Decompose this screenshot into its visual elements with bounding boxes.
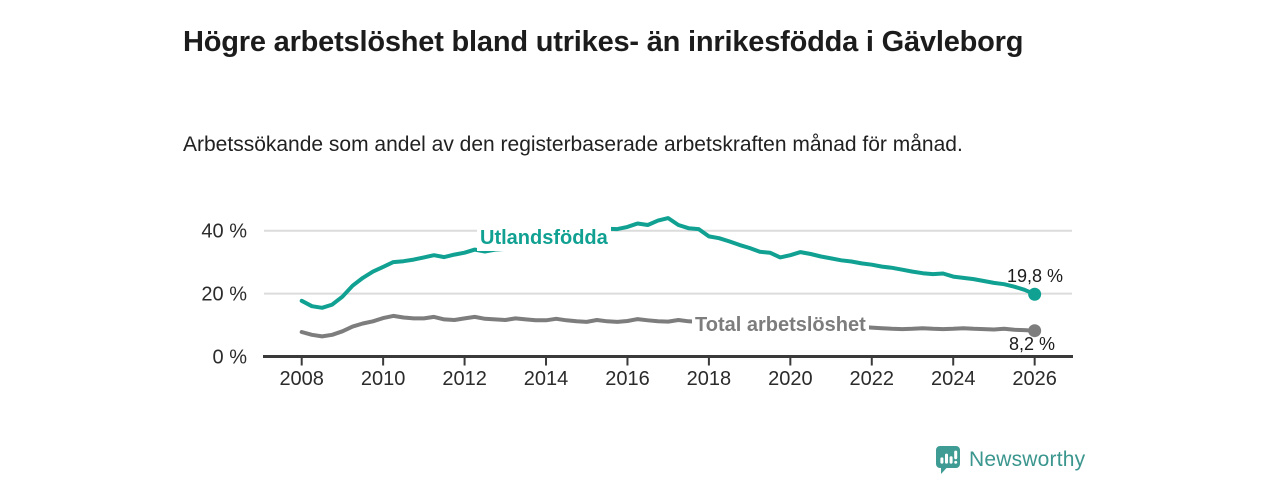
series-end-dot-1: [1028, 324, 1042, 338]
x-tick-label: 2012: [442, 368, 487, 390]
y-tick-label: 0 %: [213, 347, 248, 369]
x-tick-label: 2020: [768, 368, 813, 390]
x-tick-label: 2016: [605, 368, 650, 390]
x-tick-label: 2010: [361, 368, 406, 390]
y-tick-label: 40 %: [201, 221, 247, 243]
x-tick-label: 2024: [931, 368, 976, 390]
newsworthy-brand-link[interactable]: Newsworthy: [936, 446, 1085, 474]
series-line-0: [299, 216, 1037, 310]
chart-subtitle: Arbetssökande som andel av den registerb…: [183, 133, 963, 156]
series-end-dot-0: [1028, 287, 1042, 301]
series-line-1: [299, 313, 1037, 339]
x-tick-label: 2026: [1012, 368, 1057, 390]
x-tick-label: 2022: [850, 368, 895, 390]
x-tick-label: 2018: [687, 368, 732, 390]
end-value-label-total: 8,2 %: [1009, 334, 1056, 354]
brand-name: Newsworthy: [969, 448, 1086, 471]
end-value-label-utlandsfodda: 19,8 %: [1007, 266, 1064, 286]
x-tick-label: 2014: [524, 368, 569, 390]
page-title: Högre arbetslöshet bland utrikes- än inr…: [183, 26, 1024, 59]
bar-chart-speech-bubble-icon: [936, 446, 960, 474]
series-label-total-arbetsloshet: Total arbetslöshet: [692, 313, 869, 338]
series-label-utlandsfodda: Utlandsfödda: [477, 226, 611, 251]
y-tick-label: 20 %: [201, 284, 247, 306]
x-tick-label: 2008: [279, 368, 324, 390]
